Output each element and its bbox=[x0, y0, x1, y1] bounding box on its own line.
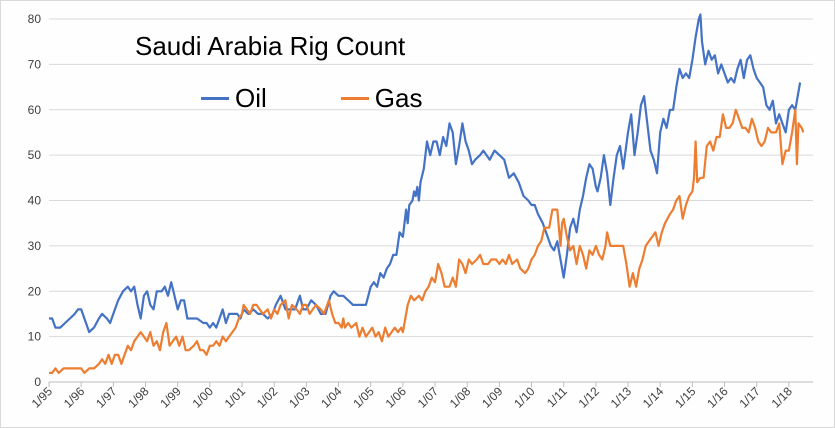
x-tick-label: 1/17 bbox=[736, 384, 763, 411]
x-tick-label: 1/10 bbox=[511, 384, 538, 411]
x-tick-label: 1/02 bbox=[254, 384, 281, 411]
x-tick-label: 1/04 bbox=[318, 384, 345, 411]
y-tick-label: 80 bbox=[28, 12, 42, 26]
legend: Oil Gas bbox=[201, 83, 496, 114]
legend-label-gas: Gas bbox=[374, 83, 423, 113]
gridlines bbox=[49, 18, 813, 383]
x-tick-label: 1/13 bbox=[608, 384, 635, 411]
y-tick-label: 0 bbox=[34, 375, 41, 389]
x-tick-label: 1/98 bbox=[125, 384, 152, 411]
x-tick-label: 1/99 bbox=[157, 384, 184, 411]
x-tick-label: 1/12 bbox=[576, 384, 603, 411]
x-tick-label: 1/05 bbox=[350, 384, 377, 411]
series-line-gas bbox=[49, 108, 805, 374]
x-tick-label: 1/16 bbox=[704, 384, 731, 411]
x-axis: 1/95 1/96 1/97 1/98 1/99 1/00 1/01 1/02 1/03 1/04… bbox=[29, 382, 796, 411]
x-tick-label: 1/11 bbox=[544, 384, 570, 410]
y-tick-label: 60 bbox=[28, 103, 42, 117]
x-tick-label: 1/03 bbox=[286, 384, 313, 411]
x-tick-label: 1/14 bbox=[640, 384, 667, 411]
y-tick-label: 10 bbox=[28, 330, 42, 344]
y-axis: 0 10 20 30 40 50 60 70 80 bbox=[28, 12, 42, 389]
legend-swatch-oil bbox=[201, 97, 229, 100]
legend-entry-oil: Oil bbox=[201, 83, 267, 114]
y-tick-label: 70 bbox=[28, 57, 42, 71]
series-line-oil bbox=[49, 13, 802, 334]
y-tick-label: 30 bbox=[28, 239, 42, 253]
x-tick-label: 1/09 bbox=[479, 384, 506, 411]
x-tick-label: 1/00 bbox=[190, 384, 217, 411]
x-tick-label: 1/06 bbox=[383, 384, 410, 411]
series-lines bbox=[49, 13, 805, 374]
x-tick-label: 1/15 bbox=[672, 384, 699, 411]
x-tick-label: 1/97 bbox=[93, 384, 120, 411]
legend-entry-gas: Gas bbox=[340, 83, 423, 114]
y-tick-label: 40 bbox=[28, 194, 42, 208]
x-tick-label: 1/96 bbox=[61, 384, 88, 411]
chart-title: Saudi Arabia Rig Count bbox=[135, 31, 406, 61]
x-tick-label: 1/95 bbox=[29, 384, 56, 411]
x-tick-label: 1/01 bbox=[222, 384, 249, 411]
y-tick-label: 50 bbox=[28, 148, 42, 162]
y-tick-label: 20 bbox=[28, 284, 42, 298]
legend-swatch-gas bbox=[340, 97, 369, 100]
x-tick-label: 1/08 bbox=[447, 384, 474, 411]
x-tick-label: 1/07 bbox=[415, 384, 442, 411]
x-tick-label: 1/18 bbox=[769, 384, 796, 411]
legend-label-oil: Oil bbox=[235, 83, 267, 113]
